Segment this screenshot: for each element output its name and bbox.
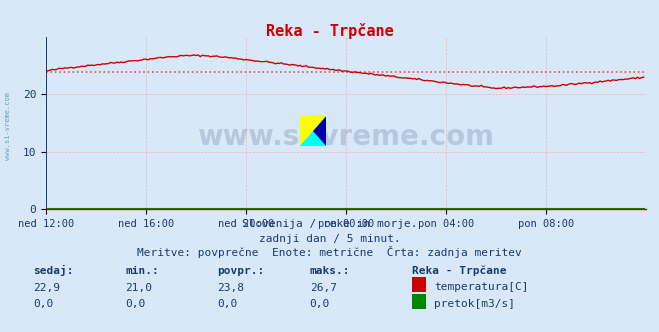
Text: 22,9: 22,9	[33, 283, 60, 292]
Text: zadnji dan / 5 minut.: zadnji dan / 5 minut.	[258, 234, 401, 244]
Text: 0,0: 0,0	[125, 299, 146, 309]
Text: temperatura[C]: temperatura[C]	[434, 283, 529, 292]
Text: maks.:: maks.:	[310, 266, 350, 276]
Text: 26,7: 26,7	[310, 283, 337, 292]
Text: sedaj:: sedaj:	[33, 265, 73, 276]
Polygon shape	[300, 116, 326, 146]
Text: 0,0: 0,0	[217, 299, 238, 309]
Text: www.si-vreme.com: www.si-vreme.com	[5, 92, 11, 160]
Text: Meritve: povprečne  Enote: metrične  Črta: zadnja meritev: Meritve: povprečne Enote: metrične Črta:…	[137, 246, 522, 258]
Text: min.:: min.:	[125, 266, 159, 276]
Text: 0,0: 0,0	[33, 299, 53, 309]
Polygon shape	[313, 116, 326, 146]
Text: Reka - Trpčane: Reka - Trpčane	[412, 265, 506, 276]
Text: 23,8: 23,8	[217, 283, 244, 292]
Text: pretok[m3/s]: pretok[m3/s]	[434, 299, 515, 309]
Polygon shape	[300, 116, 326, 146]
Text: Reka - Trpčane: Reka - Trpčane	[266, 23, 393, 39]
Text: Slovenija / reke in morje.: Slovenija / reke in morje.	[242, 219, 417, 229]
Text: www.si-vreme.com: www.si-vreme.com	[198, 123, 494, 151]
Text: 0,0: 0,0	[310, 299, 330, 309]
Text: povpr.:: povpr.:	[217, 266, 265, 276]
Text: 21,0: 21,0	[125, 283, 152, 292]
